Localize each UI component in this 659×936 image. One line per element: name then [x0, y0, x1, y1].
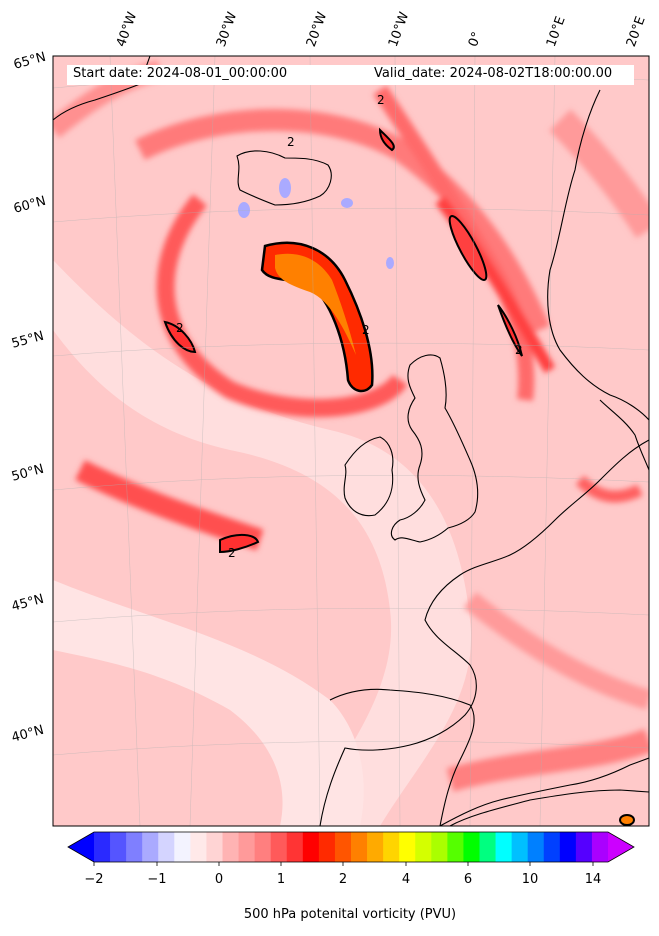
colorbar-extend-max — [608, 832, 634, 862]
colorbar-cell — [238, 832, 256, 862]
colorbar-cell — [463, 832, 480, 862]
colorbar-tick-label: 4 — [401, 872, 411, 887]
colorbar-cell — [367, 832, 384, 862]
colorbar-cell — [94, 832, 111, 862]
britain-coast — [390, 354, 479, 543]
pv-light-band — [53, 260, 472, 826]
colorbar — [67, 831, 635, 866]
pv-streamer-core — [275, 253, 356, 355]
colorbar-tick-label: 2 — [338, 872, 348, 887]
colorbar-cell — [206, 832, 223, 862]
colorbar-extend-min — [68, 832, 94, 862]
colorbar-cell — [559, 832, 577, 862]
pv-contour — [448, 214, 488, 282]
pv-band — [75, 460, 264, 551]
start-date: Start date: 2024-08-01_00:00:00 — [73, 66, 288, 81]
colorbar-cell — [479, 832, 496, 862]
colorbar-cell — [591, 832, 609, 862]
pv-light-band — [53, 580, 364, 826]
colorbar-cell — [318, 832, 336, 862]
colorbar-cell — [110, 832, 127, 862]
colorbar-cell — [222, 832, 239, 862]
scandinavia-coast — [547, 89, 649, 421]
pv-contour — [619, 814, 635, 826]
pv-negative-area — [279, 178, 291, 198]
colorbar-cell — [302, 832, 320, 862]
colorbar-cell — [527, 832, 545, 862]
colorbar-cell — [543, 832, 561, 862]
colorbar-cell — [190, 832, 207, 862]
header-box — [67, 65, 634, 85]
colorbar-cell — [575, 832, 593, 862]
pv-contour — [497, 304, 523, 357]
colorbar-tick-label: −2 — [84, 872, 104, 887]
pv-negative-area — [341, 198, 353, 208]
pv-contour — [219, 534, 260, 554]
pv-negative-area — [386, 257, 394, 269]
colorbar-cell — [142, 832, 159, 862]
europe-coast — [319, 439, 649, 826]
colorbar-cell — [270, 832, 288, 862]
colorbar-title: 500 hPa potenital vorticity (PVU) — [243, 907, 457, 922]
colorbar-cell — [383, 832, 400, 862]
map-frame — [52, 55, 650, 827]
pv-band — [549, 109, 649, 239]
pv-band — [446, 728, 649, 792]
colorbar-cell — [351, 832, 368, 862]
colorbar-cell — [431, 832, 448, 862]
iceland-coast — [236, 150, 332, 206]
contour-label: 2 — [377, 93, 385, 107]
colorbar-cell — [415, 832, 432, 862]
contour-label: 2 — [228, 546, 236, 560]
colorbar-tick-label: 14 — [584, 872, 602, 887]
iberia-coast — [329, 688, 475, 826]
contour-label: 2 — [176, 321, 184, 335]
pv-negative-area — [238, 202, 250, 218]
colorbar-cell — [286, 832, 304, 862]
colorbar-cell — [174, 832, 191, 862]
colorbar-cell — [334, 832, 352, 862]
colorbar-cell — [495, 832, 513, 862]
baltic-coast — [599, 399, 649, 471]
colorbar-cell — [254, 832, 272, 862]
pv-band — [156, 194, 408, 418]
contour-label: 2 — [515, 343, 523, 357]
colorbar-cell — [511, 832, 529, 862]
pv-band — [135, 109, 551, 335]
colorbar-tick-label: 10 — [521, 872, 539, 887]
pv-band — [463, 592, 649, 710]
contour-label: 2 — [287, 135, 295, 149]
colorbar-cell — [158, 832, 175, 862]
colorbar-tick-label: 1 — [276, 872, 286, 887]
mediterranean-coast — [439, 757, 649, 826]
ireland-coast — [343, 436, 394, 517]
colorbar-tick-label: 0 — [214, 872, 224, 887]
contour-label: 2 — [362, 323, 370, 337]
colorbar-tick-label: −1 — [147, 872, 167, 887]
africa-coast — [449, 789, 649, 826]
pv-map: 2 2 2 2 2 2 — [52, 55, 650, 827]
pv-contour — [378, 127, 395, 152]
pv-contour — [163, 320, 197, 354]
colorbar-tick-label: 6 — [463, 872, 473, 887]
colorbar-cell — [126, 832, 143, 862]
colorbar-cell — [399, 832, 416, 862]
greenland-coast — [53, 56, 151, 121]
pv-band — [575, 475, 643, 503]
colorbar-cell — [447, 832, 464, 862]
valid-date: Valid_date: 2024-08-02T18:00:00.00 — [374, 66, 613, 81]
